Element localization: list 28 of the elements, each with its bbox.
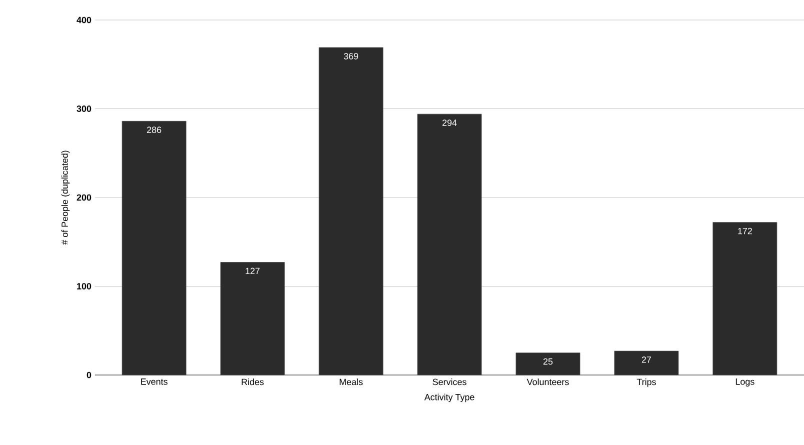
data-label: 172 (738, 228, 752, 234)
y-tick-label: 0 (86, 372, 92, 378)
data-label: 286 (147, 126, 162, 134)
bar (614, 350, 679, 376)
x-tick-label: Logs (736, 378, 754, 387)
y-tick-label: 300 (76, 106, 92, 112)
data-label: 369 (344, 53, 358, 60)
x-tick-label: Trips (636, 378, 656, 387)
x-tick-label: Services (432, 378, 466, 386)
y-tick-label: 100 (77, 283, 92, 290)
bar (122, 120, 186, 376)
data-label: 25 (543, 358, 553, 365)
data-label: 294 (442, 120, 457, 126)
x-tick-label: Rides (242, 378, 264, 386)
bar (516, 352, 580, 376)
y-tick-label: 200 (76, 194, 92, 201)
data-label: 27 (642, 356, 651, 363)
bar (318, 47, 384, 376)
x-tick-label: Events (141, 378, 168, 385)
x-axis-title: Activity Type (424, 394, 474, 402)
data-label: 127 (246, 268, 260, 274)
bar (220, 262, 285, 376)
y-tick-label: 400 (76, 16, 92, 24)
bar (417, 114, 482, 376)
x-tick-label: Meals (340, 378, 363, 386)
x-tick-label: Volunteers (526, 378, 569, 386)
bar (712, 222, 778, 376)
y-axis-title: # of People (duplicated) (61, 150, 70, 245)
